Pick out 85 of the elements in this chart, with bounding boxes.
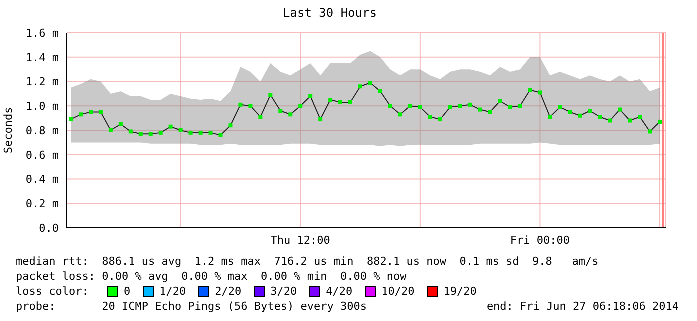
point bbox=[108, 128, 113, 132]
point bbox=[268, 93, 273, 98]
y-tick-label: 0.8 m bbox=[26, 124, 60, 138]
point bbox=[618, 108, 622, 112]
y-axis-title: Seconds bbox=[2, 107, 15, 154]
point bbox=[318, 118, 323, 122]
point bbox=[518, 104, 522, 108]
text: 10/20 bbox=[382, 284, 415, 299]
text: packet loss: 0.00 % avg 0.00 % max 0.00 % min 0.00 % now bbox=[16, 269, 408, 284]
x-tick-label: Thu 12:00 bbox=[270, 234, 330, 247]
point bbox=[648, 130, 652, 134]
point bbox=[308, 94, 313, 98]
x-tick-label: Fri 00:00 bbox=[510, 234, 570, 247]
point bbox=[538, 90, 542, 95]
text: 1/20 bbox=[160, 284, 186, 299]
y-tick-label: 1.4 m bbox=[26, 51, 60, 64]
point bbox=[78, 112, 83, 117]
y-tick-label: 0.2 m bbox=[26, 198, 60, 211]
point bbox=[398, 112, 402, 117]
point bbox=[98, 110, 103, 114]
point bbox=[358, 84, 363, 89]
point bbox=[238, 102, 243, 107]
point bbox=[228, 124, 233, 128]
point bbox=[558, 105, 562, 110]
point bbox=[348, 100, 353, 104]
point bbox=[258, 115, 263, 120]
point bbox=[408, 104, 412, 108]
point bbox=[368, 80, 372, 85]
point bbox=[88, 110, 93, 114]
point bbox=[448, 105, 452, 110]
y-tick-label: 1.6 m bbox=[26, 26, 60, 40]
y-tick-label: 0.0 bbox=[39, 222, 59, 235]
point bbox=[338, 100, 343, 104]
point bbox=[158, 130, 163, 135]
point bbox=[208, 130, 213, 135]
text: 2/20 bbox=[215, 284, 242, 299]
text: median rtt: 886.1 us avg 1.2 ms max 716.2 us min 882.1 us now 0.1 ms sd 9.8 am/s bbox=[16, 254, 600, 269]
point bbox=[608, 118, 612, 123]
point bbox=[138, 132, 143, 136]
point bbox=[68, 118, 73, 122]
text: probe: 20 ICMP Echo Pings (56 Bytes) every 300s bbox=[16, 299, 367, 314]
point bbox=[548, 115, 552, 120]
point bbox=[278, 109, 283, 113]
point bbox=[638, 115, 642, 120]
point bbox=[188, 130, 193, 135]
text: end: Fri Jun 27 06:18:06 2014 bbox=[486, 299, 679, 314]
point bbox=[378, 90, 382, 94]
chart-title: Last 30 Hours bbox=[282, 5, 378, 22]
text: 0 bbox=[124, 284, 131, 299]
y-tick-label: 1.2 m bbox=[26, 76, 60, 89]
point bbox=[118, 122, 123, 126]
point bbox=[598, 115, 602, 120]
point bbox=[658, 120, 662, 124]
point bbox=[418, 105, 422, 110]
text: 3/20 bbox=[270, 284, 298, 299]
point bbox=[248, 104, 253, 108]
point bbox=[478, 108, 482, 112]
point bbox=[178, 128, 183, 132]
point bbox=[528, 88, 532, 92]
y-tick-label: 1.0 m bbox=[26, 100, 60, 114]
point bbox=[468, 102, 472, 107]
point bbox=[328, 98, 333, 102]
point bbox=[438, 118, 442, 122]
point bbox=[508, 105, 512, 110]
point bbox=[388, 104, 392, 108]
point bbox=[628, 118, 632, 123]
point bbox=[298, 104, 303, 108]
text: loss color: bbox=[16, 284, 90, 299]
point bbox=[428, 115, 432, 120]
point bbox=[288, 112, 293, 117]
point bbox=[168, 124, 173, 129]
point bbox=[148, 132, 153, 136]
text: 4/20 bbox=[326, 284, 353, 299]
point bbox=[498, 99, 502, 104]
text: 19/20 bbox=[444, 284, 477, 299]
point bbox=[128, 130, 133, 134]
point bbox=[198, 130, 203, 135]
y-tick-label: 0.4 m bbox=[26, 173, 60, 186]
point bbox=[568, 110, 572, 114]
point bbox=[578, 114, 582, 118]
y-tick-label: 0.6 m bbox=[26, 148, 60, 162]
point bbox=[458, 104, 462, 108]
point bbox=[218, 133, 223, 138]
point bbox=[488, 110, 492, 114]
point bbox=[588, 109, 592, 113]
